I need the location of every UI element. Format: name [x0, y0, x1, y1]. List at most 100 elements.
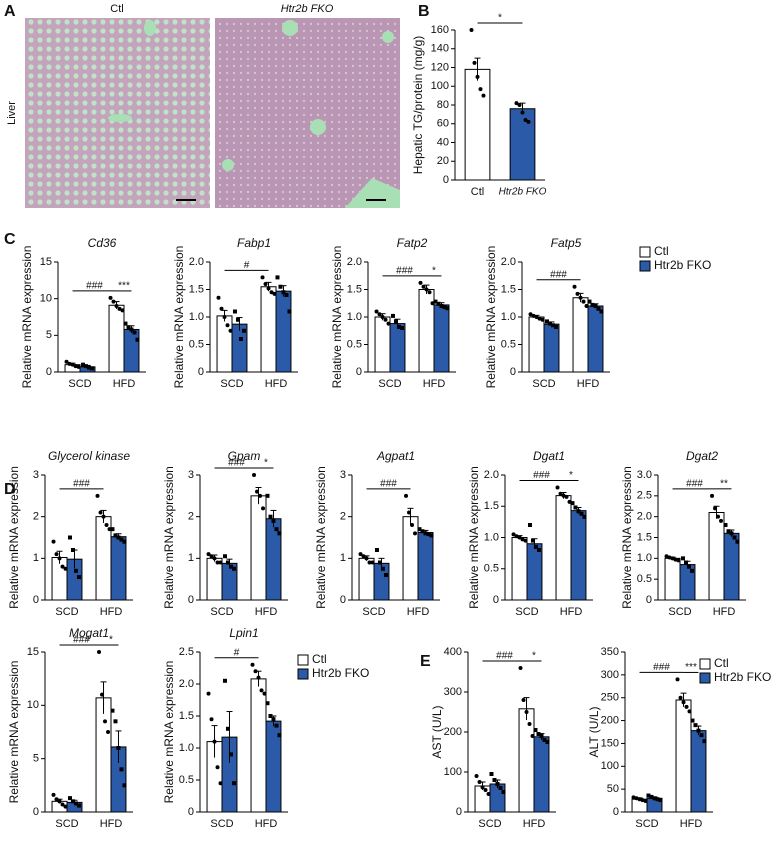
chart-title: Dgat1: [533, 449, 565, 463]
y-tick-label: 0: [456, 806, 462, 818]
data-point: [646, 793, 651, 798]
data-point: [587, 299, 592, 304]
image-label: Ctl: [110, 3, 123, 15]
sig-label: ###: [73, 478, 90, 489]
data-point: [399, 326, 404, 330]
bar: [675, 699, 692, 813]
sig-label: ###: [396, 266, 413, 277]
x-tick-label: HFD: [100, 606, 123, 618]
y-tick-label: 1.0: [179, 742, 194, 754]
data-point: [261, 506, 266, 511]
data-point: [206, 552, 211, 557]
bar: [526, 543, 543, 601]
data-point: [123, 321, 128, 326]
y-tick-label: 0: [510, 366, 516, 378]
y-tick-label: 400: [444, 646, 462, 658]
image-label: Htr2b FKO: [281, 3, 334, 15]
data-point: [693, 723, 698, 728]
data-point: [111, 299, 116, 304]
data-point: [238, 337, 243, 341]
data-point: [511, 532, 516, 537]
data-point: [590, 302, 595, 307]
data-point: [228, 564, 233, 569]
y-tick-label: 1.5: [189, 283, 204, 295]
data-point: [478, 87, 483, 92]
histology-image: [25, 18, 210, 208]
x-tick-label: SCD: [668, 606, 691, 618]
y-tick-label: 1: [340, 552, 346, 564]
y-tick-label: 2.0: [501, 256, 516, 268]
y-tick-label: 200: [444, 726, 462, 738]
sig-label: *: [569, 470, 573, 481]
bar: [216, 315, 233, 373]
bar: [265, 518, 282, 601]
data-point: [358, 552, 363, 557]
y-tick-label: 10: [40, 293, 52, 305]
data-point: [117, 306, 122, 311]
data-point: [377, 312, 382, 317]
data-point: [472, 60, 477, 65]
data-point: [225, 726, 230, 731]
data-point: [542, 738, 547, 742]
bar: [250, 678, 267, 813]
data-point: [417, 527, 422, 532]
x-tick-label: HFD: [560, 606, 583, 618]
data-point: [637, 797, 642, 802]
data-point: [73, 801, 78, 806]
sig-label: ###: [550, 269, 567, 280]
x-tick-label: SCD: [478, 818, 501, 830]
data-point: [555, 485, 560, 490]
data-point: [76, 803, 81, 808]
data-point: [483, 788, 488, 792]
data-point: [475, 74, 480, 79]
data-point: [410, 523, 415, 527]
legend-swatch: [639, 246, 651, 258]
data-point: [209, 717, 214, 722]
data-point: [116, 746, 121, 750]
data-point: [209, 554, 214, 559]
data-point: [536, 732, 541, 736]
y-axis-label: ALT (U/L): [587, 707, 601, 758]
data-point: [126, 325, 131, 330]
data-point: [573, 505, 578, 510]
data-point: [550, 323, 555, 328]
data-point: [404, 493, 409, 498]
data-point: [445, 306, 450, 311]
data-point: [678, 695, 683, 700]
y-tick-label: 2.0: [637, 511, 652, 523]
data-point: [675, 677, 680, 682]
data-point: [51, 539, 56, 544]
y-axis-label: Relative mRNA expression: [20, 246, 34, 389]
bar: [389, 323, 406, 373]
data-point: [690, 718, 695, 723]
data-point: [696, 728, 701, 733]
data-point: [266, 286, 271, 291]
data-point: [575, 291, 580, 296]
chart-title: Fatp5: [551, 236, 582, 250]
y-tick-label: 1.5: [179, 710, 194, 722]
y-tick-label: 0: [340, 594, 346, 606]
data-point: [539, 734, 544, 738]
data-point: [723, 523, 728, 527]
data-point: [469, 28, 474, 32]
y-tick-label: 1.0: [484, 531, 499, 543]
y-tick-label: 100: [431, 80, 449, 92]
data-point: [278, 284, 283, 289]
data-point: [60, 564, 65, 569]
bar: [108, 304, 125, 373]
x-tick-label: Ctl: [471, 186, 484, 198]
y-tick-label: 1.5: [501, 283, 516, 295]
x-tick-label: HFD: [255, 606, 278, 618]
data-point: [527, 523, 532, 527]
data-point: [95, 493, 100, 498]
data-point: [100, 692, 105, 697]
data-point: [581, 299, 586, 304]
data-point: [421, 284, 426, 289]
data-point: [524, 710, 529, 714]
x-tick-label: SCD: [210, 818, 233, 830]
data-point: [673, 557, 678, 562]
y-tick-label: 150: [601, 737, 619, 749]
data-point: [104, 523, 109, 527]
data-point: [76, 575, 81, 580]
x-tick-label: HFD: [100, 818, 123, 830]
